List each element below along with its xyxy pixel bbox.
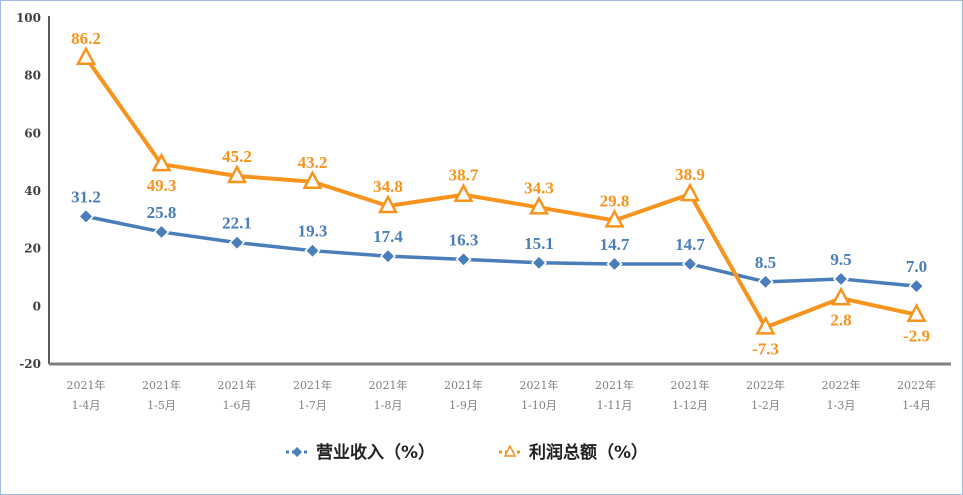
y-tick-label: -20	[19, 357, 41, 371]
data-label: 38.7	[449, 166, 479, 185]
y-tick-label: 80	[24, 69, 41, 83]
data-label: 2.8	[830, 310, 851, 329]
data-label: 34.8	[373, 177, 403, 196]
data-point-diamond	[228, 234, 246, 251]
data-label: 17.4	[373, 227, 403, 246]
x-tick-label-period: 1-8月	[374, 399, 403, 412]
data-point-triangle	[604, 208, 625, 228]
data-point-diamond	[832, 270, 850, 288]
data-point-diamond	[757, 273, 774, 290]
x-tick-label-period: 1-2月	[751, 399, 780, 412]
data-point-triangle	[377, 194, 399, 214]
data-point-triangle	[151, 152, 172, 172]
x-tick-label-period: 1-3月	[827, 399, 856, 412]
x-tick-label-year: 2021年	[218, 378, 257, 392]
x-tick-label-period: 1-11月	[597, 399, 633, 412]
data-point-triangle	[226, 164, 248, 184]
data-point-triangle	[906, 303, 927, 322]
x-tick-label-year: 2022年	[746, 378, 785, 392]
legend-triangle-icon	[503, 444, 517, 457]
data-label: 29.8	[600, 191, 630, 210]
data-point-diamond	[153, 223, 170, 241]
data-point-diamond	[455, 251, 472, 268]
data-label: -7.3	[752, 339, 779, 358]
data-point-diamond	[304, 242, 321, 259]
data-point-diamond	[908, 278, 925, 295]
x-tick-label-year: 2021年	[142, 378, 181, 392]
x-tick-label-year: 2021年	[293, 378, 332, 392]
data-label: -2.9	[903, 327, 930, 346]
x-tick-label-year: 2022年	[897, 378, 936, 392]
data-label: 22.1	[222, 214, 252, 233]
data-label: 15.1	[524, 234, 554, 253]
x-tick-label-year: 2021年	[444, 378, 483, 392]
data-point-triangle	[302, 170, 323, 190]
x-tick-label-year: 2021年	[671, 378, 710, 392]
legend-diamond-icon	[292, 447, 302, 457]
data-label: 7.0	[906, 257, 927, 276]
data-point-diamond	[77, 208, 95, 225]
y-tick-label: 20	[24, 242, 41, 256]
data-point-triangle	[75, 46, 97, 66]
x-tick-label-year: 2022年	[822, 378, 861, 392]
data-label: 16.3	[449, 230, 479, 249]
data-point-diamond	[530, 254, 548, 271]
x-tick-label-year: 2021年	[369, 378, 408, 392]
data-label: 8.5	[755, 253, 776, 272]
data-point-diamond	[681, 255, 699, 273]
data-label: 31.2	[71, 187, 101, 206]
data-point-diamond	[379, 248, 397, 265]
data-label: 43.2	[298, 153, 328, 172]
data-label: 25.8	[147, 203, 177, 222]
x-tick-label-year: 2021年	[67, 378, 106, 392]
data-point-triangle	[528, 195, 550, 215]
data-label: 34.3	[524, 178, 554, 197]
y-tick-label: 100	[16, 11, 41, 25]
data-label: 9.5	[830, 250, 851, 269]
data-point-triangle	[755, 315, 776, 335]
x-tick-label-period: 1-4月	[902, 399, 931, 412]
x-tick-label-period: 1-12月	[672, 399, 708, 412]
data-label: 86.2	[71, 29, 101, 48]
data-label: 19.3	[298, 222, 328, 241]
data-label: 49.3	[147, 176, 177, 195]
series-line-1	[84, 56, 917, 330]
x-tick-label-year: 2021年	[595, 378, 634, 392]
data-point-diamond	[606, 255, 623, 273]
data-label: 45.2	[222, 147, 252, 166]
legend-label: 营业收入（%）	[316, 442, 435, 463]
legend-label: 利润总额（%）	[529, 442, 648, 463]
series-line-0	[85, 214, 917, 288]
data-label: 14.7	[600, 235, 630, 254]
x-tick-label-period: 1-5月	[147, 399, 176, 412]
x-tick-label-period: 1-7月	[298, 399, 327, 412]
data-point-triangle	[453, 183, 474, 202]
data-point-triangle	[830, 286, 852, 306]
y-tick-label: 40	[24, 184, 41, 198]
data-label: 14.7	[675, 235, 705, 254]
x-tick-label-period: 1-10月	[521, 399, 557, 412]
y-tick-label: 0	[33, 299, 41, 313]
x-tick-label-period: 1-6月	[223, 399, 252, 412]
x-tick-label-year: 2021年	[520, 378, 559, 392]
y-tick-label: 60	[24, 126, 41, 140]
x-tick-label-period: 1-4月	[72, 399, 101, 412]
x-tick-label-period: 1-9月	[449, 399, 478, 412]
data-label: 38.9	[675, 165, 705, 184]
data-point-triangle	[679, 182, 701, 202]
